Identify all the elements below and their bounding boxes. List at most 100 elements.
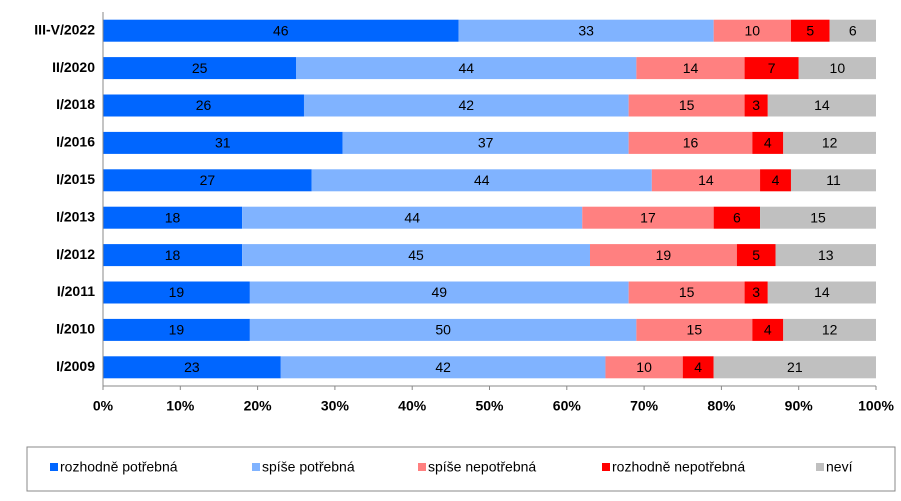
data-label: 21 xyxy=(787,359,803,375)
bar-segment xyxy=(760,169,791,192)
bar-segment xyxy=(651,169,761,192)
data-label: 26 xyxy=(196,97,212,113)
bar-segment xyxy=(242,244,590,267)
legend-label: rozhodně nepotřebná xyxy=(612,459,745,475)
data-label: 15 xyxy=(810,209,826,225)
bar-segment xyxy=(103,131,343,154)
x-tick-label: 40% xyxy=(398,398,427,414)
data-label: 49 xyxy=(431,284,447,300)
data-label: 42 xyxy=(459,97,475,113)
data-label: 3 xyxy=(752,97,760,113)
legend-swatch xyxy=(816,463,824,471)
bar-segment xyxy=(783,131,876,154)
bar-segment xyxy=(280,356,606,379)
bar-segment xyxy=(311,169,652,192)
bar-segment xyxy=(752,131,784,154)
bar-segment xyxy=(589,244,737,267)
category-label: II/2020 xyxy=(52,59,95,75)
data-label: 19 xyxy=(656,247,672,263)
bar-segment xyxy=(628,131,753,154)
legend-swatch xyxy=(602,463,610,471)
bar-segment xyxy=(342,131,629,154)
data-label: 12 xyxy=(822,322,838,338)
x-tick-label: 70% xyxy=(630,398,659,414)
data-label: 4 xyxy=(764,322,772,338)
data-label: 10 xyxy=(745,22,761,38)
data-label: 33 xyxy=(578,22,594,38)
data-label: 25 xyxy=(192,60,208,76)
bar-segment xyxy=(628,281,745,304)
data-label: 31 xyxy=(215,135,231,151)
data-label: 15 xyxy=(679,284,695,300)
data-label: 46 xyxy=(273,22,289,38)
category-label: I/2012 xyxy=(56,246,95,262)
data-label: 18 xyxy=(165,247,181,263)
bar-segment xyxy=(767,94,876,117)
data-label: 7 xyxy=(768,60,776,76)
x-tick-label: 20% xyxy=(244,398,273,414)
bar-segment xyxy=(628,94,745,117)
data-label: 18 xyxy=(165,209,181,225)
legend-box xyxy=(26,446,896,492)
data-label: 6 xyxy=(849,22,857,38)
data-label: 16 xyxy=(683,135,699,151)
bar-segment xyxy=(582,206,714,229)
bar-segment xyxy=(296,57,637,80)
bar-segment xyxy=(775,244,876,267)
bar-segment xyxy=(790,19,830,42)
category-label: I/2009 xyxy=(56,358,95,374)
data-label: 4 xyxy=(772,172,780,188)
x-tick-label: 90% xyxy=(785,398,814,414)
category-label: III-V/2022 xyxy=(34,21,95,37)
bar-segment xyxy=(767,281,876,304)
bar-segment xyxy=(798,57,876,80)
bar-segment xyxy=(744,94,768,117)
data-label: 4 xyxy=(764,135,772,151)
data-label: 10 xyxy=(636,359,652,375)
x-tick-label: 0% xyxy=(93,398,114,414)
bar-segment xyxy=(103,94,304,117)
bar-segment xyxy=(744,57,799,80)
data-label: 12 xyxy=(822,135,838,151)
data-label: 23 xyxy=(184,359,200,375)
bar-segment xyxy=(752,318,784,341)
data-label: 13 xyxy=(818,247,834,263)
data-label: 44 xyxy=(459,60,475,76)
data-label: 15 xyxy=(687,322,703,338)
data-label: 3 xyxy=(752,284,760,300)
data-label: 27 xyxy=(200,172,216,188)
x-tick-label: 100% xyxy=(858,398,894,414)
data-label: 45 xyxy=(408,247,424,263)
bar-segment xyxy=(636,318,753,341)
bar-segment xyxy=(103,169,312,192)
bar-segment xyxy=(103,281,250,304)
x-tick-label: 60% xyxy=(553,398,582,414)
bar-segment xyxy=(242,206,583,229)
x-tick-label: 30% xyxy=(321,398,350,414)
bar-segment xyxy=(790,169,876,192)
data-label: 44 xyxy=(404,209,420,225)
legend-label: neví xyxy=(826,459,853,475)
legend-swatch xyxy=(418,463,426,471)
data-label: 19 xyxy=(169,284,185,300)
data-label: 42 xyxy=(435,359,451,375)
bar-segment xyxy=(736,244,776,267)
category-label: I/2018 xyxy=(56,96,95,112)
bar-segment xyxy=(103,356,281,379)
data-label: 14 xyxy=(814,284,830,300)
bar-segment xyxy=(636,57,745,80)
category-label: I/2016 xyxy=(56,134,95,150)
legend-swatch xyxy=(252,463,260,471)
bar-segment xyxy=(103,57,297,80)
bar-segment xyxy=(713,206,761,229)
data-label: 44 xyxy=(474,172,490,188)
data-label: 15 xyxy=(679,97,695,113)
data-label: 4 xyxy=(694,359,702,375)
x-tick-label: 50% xyxy=(475,398,504,414)
bar-segment xyxy=(682,356,714,379)
bar-segment xyxy=(103,19,459,42)
bar-segment xyxy=(713,356,876,379)
bar-segment xyxy=(760,206,876,229)
bar-segment xyxy=(249,318,637,341)
